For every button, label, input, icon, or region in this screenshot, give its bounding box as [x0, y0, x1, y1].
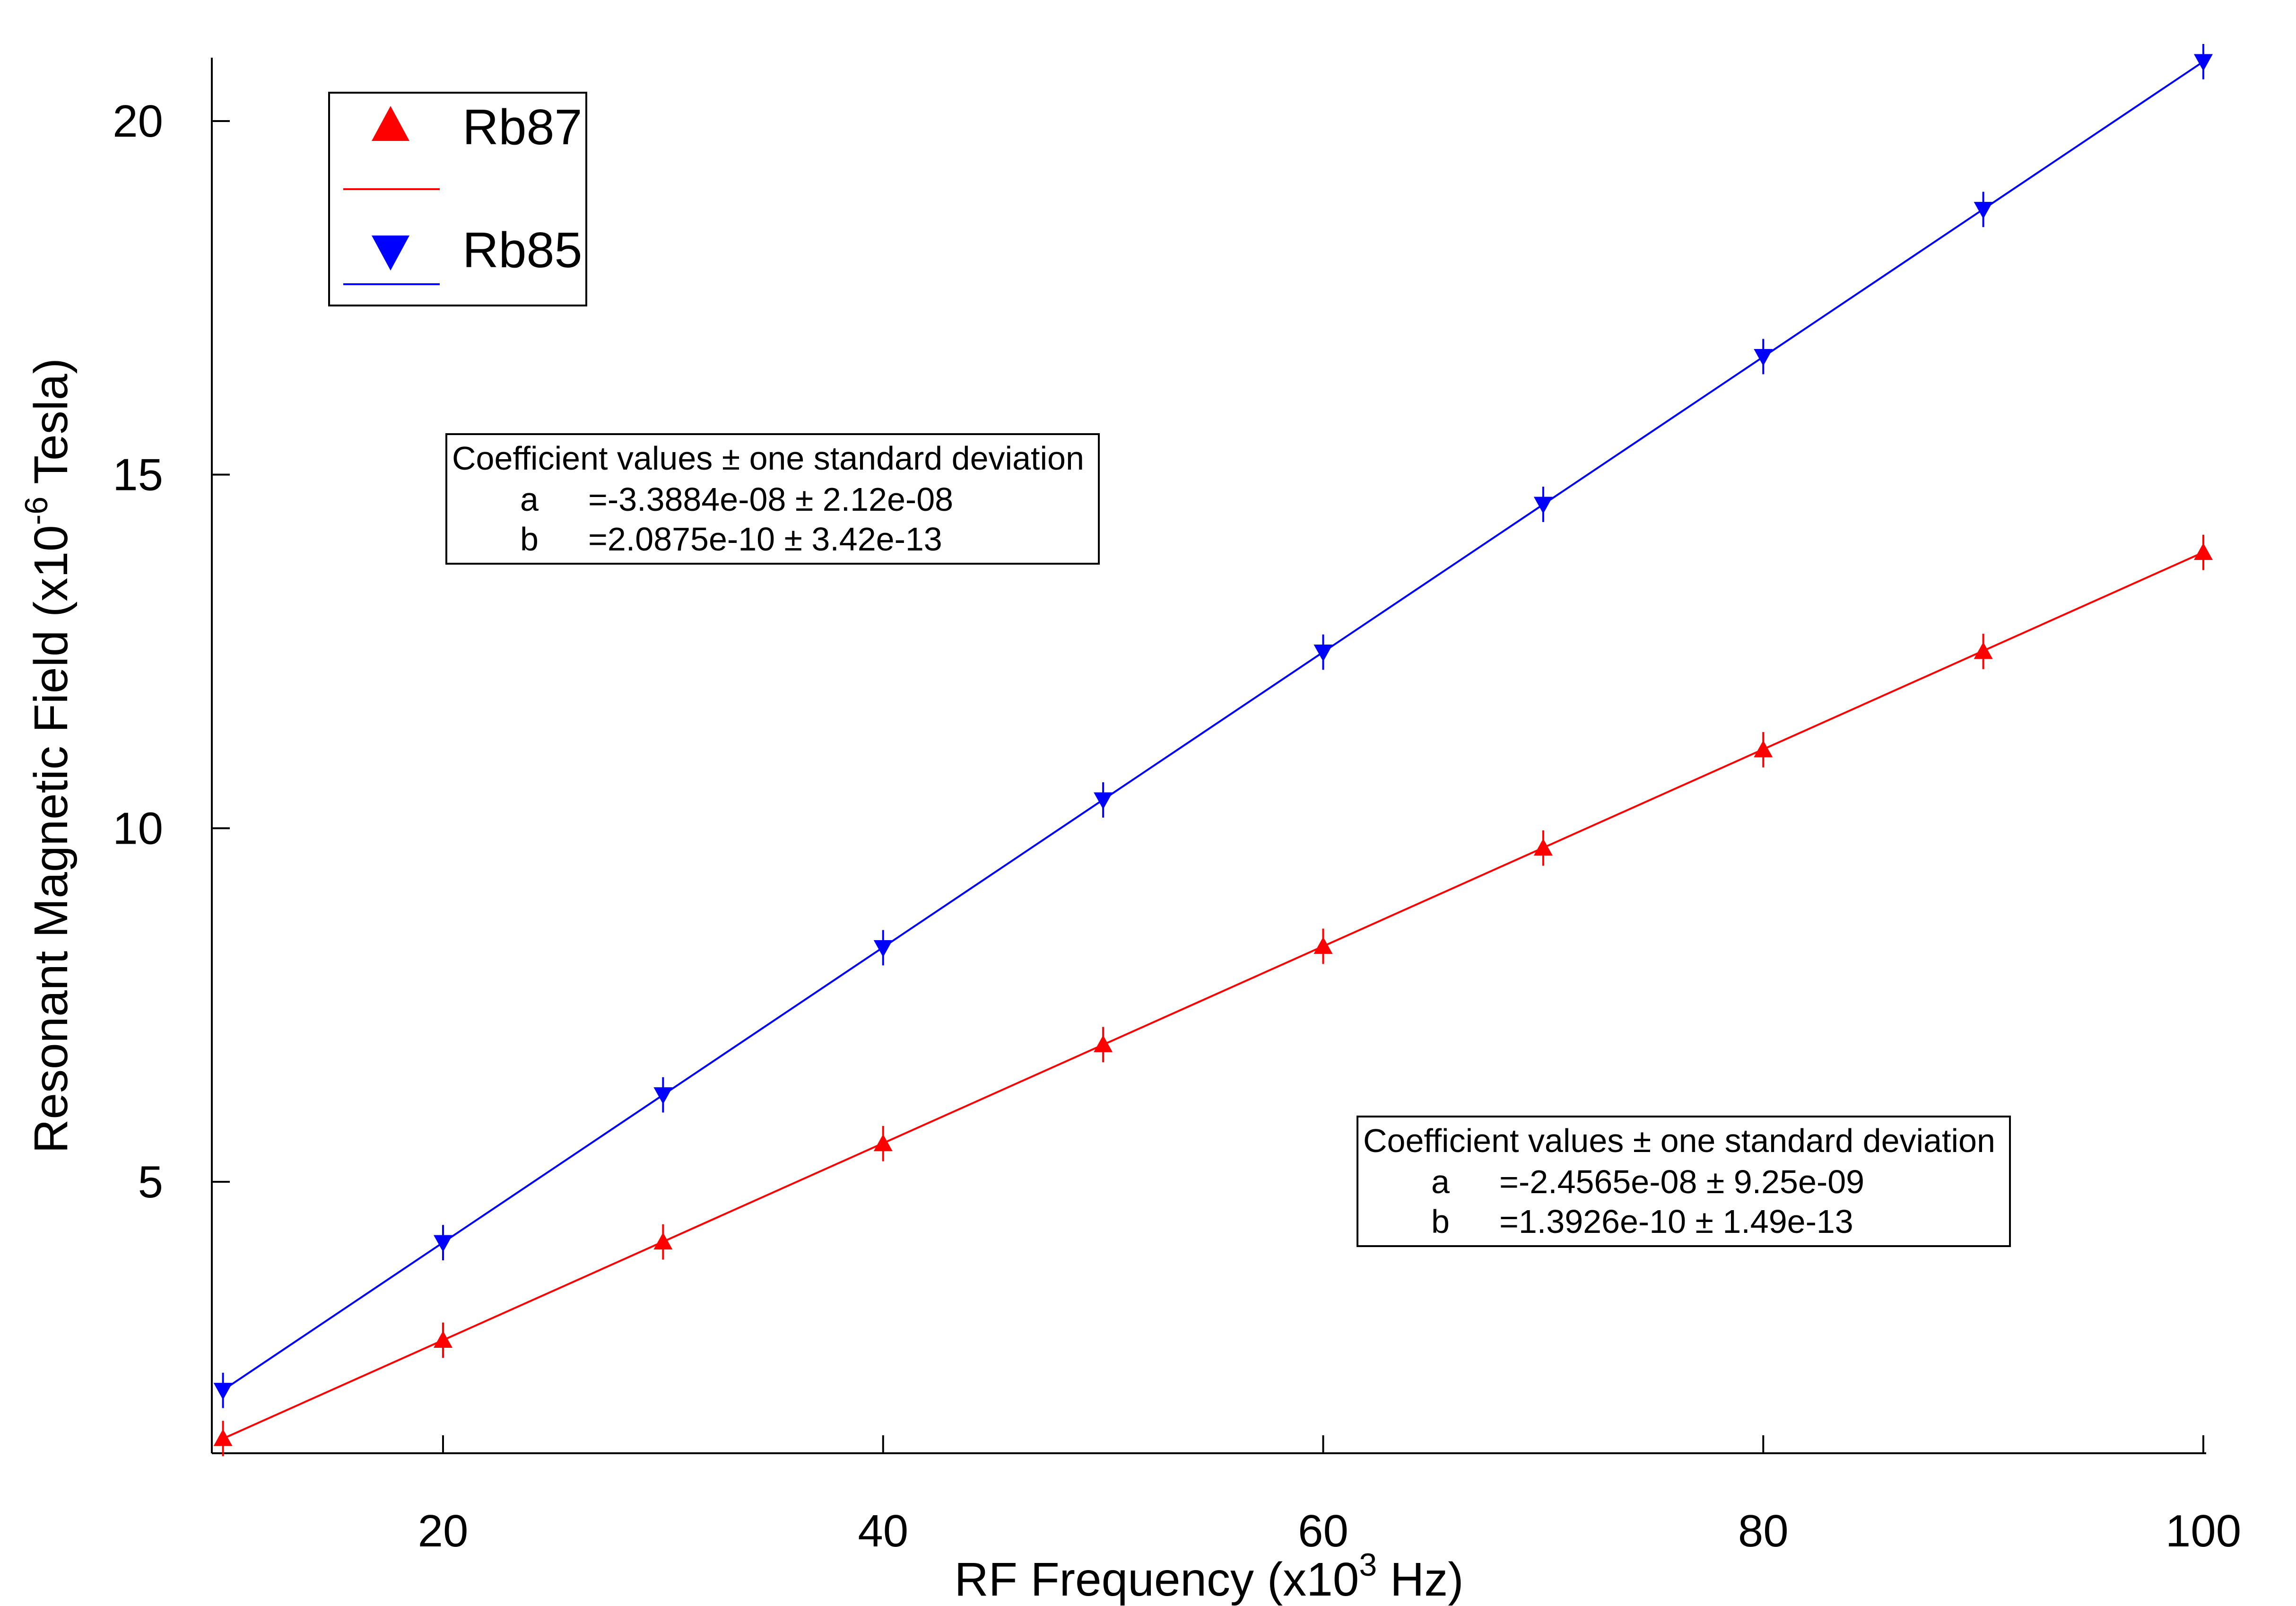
data-point-rb85	[213, 1383, 233, 1400]
fit-box-rb87-b-value: =1.3926e-10 ± 1.49e-13	[1499, 1203, 1853, 1240]
data-point-rb87	[213, 1429, 233, 1446]
data-point-rb85	[1094, 792, 1113, 810]
data-point-rb85	[1533, 497, 1553, 514]
x-tick-label: 40	[858, 1506, 908, 1556]
data-point-rb85	[1754, 349, 1773, 366]
data-point-rb87	[1094, 1035, 1113, 1052]
fit-box-rb87-title: Coefficient values ± one standard deviat…	[1363, 1122, 1995, 1159]
data-point-rb87	[1974, 642, 1993, 659]
fit-box-rb87-frame	[1357, 1116, 2011, 1247]
fit-box-rb87-b-label: b	[1431, 1203, 1450, 1240]
y-tick-label: 15	[113, 450, 163, 500]
fit-box-rb85: Coefficient values ± one standard deviat…	[445, 433, 1100, 565]
data-point-rb85	[873, 940, 893, 958]
y-tick-label: 5	[138, 1157, 163, 1207]
legend-rb85-marker	[372, 236, 409, 271]
data-point-rb85	[434, 1235, 452, 1252]
y-tick-label: 20	[113, 96, 163, 147]
fit-box-rb85-title: Coefficient values ± one standard deviat…	[452, 440, 1084, 477]
fit-box-rb87-a-label: a	[1431, 1163, 1450, 1200]
x-tick-label: 60	[1298, 1506, 1348, 1556]
data-point-rb85	[1313, 644, 1333, 662]
fit-lines	[222, 61, 2204, 1440]
axis-ticks: 20 40 60 80 100 5 10 15 20	[113, 96, 2241, 1556]
y-tick-label: 10	[113, 803, 163, 854]
data-point-rb85	[653, 1087, 673, 1105]
fit-box-rb85-b-label: b	[520, 521, 539, 558]
fit-box-rb87: Coefficient values ± one standard deviat…	[1357, 1116, 2011, 1247]
fit-box-rb85-frame	[445, 433, 1100, 565]
legend-rb87-marker	[372, 106, 409, 141]
fit-box-rb87-a-value: =-2.4565e-08 ± 9.25e-09	[1499, 1163, 1864, 1200]
data-point-rb85	[1974, 201, 1993, 219]
data-point-rb87	[1754, 740, 1773, 758]
data-point-rb87	[873, 1134, 893, 1152]
x-tick-label: 80	[1738, 1506, 1789, 1556]
data-point-rb85	[2194, 54, 2213, 71]
data-point-rb87	[2194, 543, 2213, 560]
x-axis-title: RF Frequency (x103 Hz)	[955, 1547, 1464, 1606]
data-markers	[213, 44, 2213, 1457]
x-tick-label: 100	[2166, 1506, 2241, 1556]
data-point-rb87	[434, 1330, 452, 1348]
data-point-rb87	[1533, 838, 1553, 856]
x-tick-label: 20	[418, 1506, 469, 1556]
fit-box-rb85-a-label: a	[520, 481, 539, 518]
legend-rb85-label: Rb85	[462, 222, 582, 278]
fit-line-rb87	[222, 551, 2204, 1440]
legend: Rb87 Rb85	[328, 92, 587, 306]
data-point-rb87	[653, 1232, 673, 1250]
data-point-rb87	[1313, 937, 1333, 954]
legend-rb87-label: Rb87	[462, 99, 582, 155]
y-axis-title: Resonant Magnetic Field (x10-6 Tesla)	[18, 358, 78, 1153]
legend-box	[328, 92, 587, 306]
fit-box-rb85-b-value: =2.0875e-10 ± 3.42e-13	[588, 521, 942, 558]
fit-box-rb85-a-value: =-3.3884e-08 ± 2.12e-08	[588, 481, 953, 518]
fit-line-rb85	[222, 61, 2204, 1391]
